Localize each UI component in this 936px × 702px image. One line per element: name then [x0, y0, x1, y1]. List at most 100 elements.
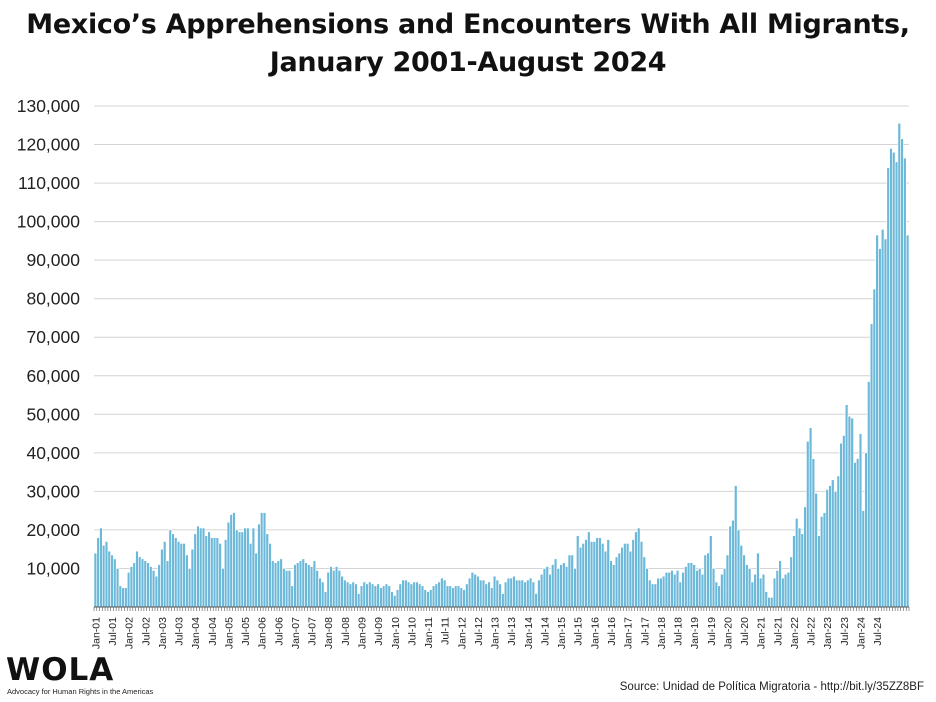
x-tick-label: Jan-17 — [623, 617, 635, 649]
bar — [454, 585, 458, 608]
bar — [637, 527, 641, 608]
bar — [786, 572, 791, 608]
bar — [210, 537, 214, 608]
bar — [199, 527, 203, 608]
bar — [698, 568, 702, 608]
bar — [526, 579, 530, 608]
bar — [800, 533, 804, 608]
x-tick-label: Jul-07 — [307, 617, 319, 646]
bar — [731, 519, 735, 608]
bar — [395, 589, 400, 608]
bar — [260, 512, 264, 608]
x-tick-label: Jan-24 — [855, 617, 867, 649]
x-tick-label: Jan-12 — [456, 617, 468, 649]
x-tick-label: Jul-12 — [473, 617, 485, 646]
bar — [670, 570, 674, 608]
bar — [479, 579, 483, 608]
bar — [459, 587, 463, 608]
x-tick-label: Jul-13 — [506, 617, 518, 646]
bar — [376, 583, 380, 608]
bar — [262, 512, 267, 608]
bar — [138, 556, 142, 608]
bar — [165, 560, 170, 608]
bar — [789, 556, 793, 608]
x-tick-label: Jan-13 — [490, 617, 502, 649]
x-tick-label: Jul-10 — [406, 617, 418, 646]
bar — [323, 591, 328, 608]
x-axis: Jan-01 Jul-01 Jan-02 Jul-02 Jan-03 Jul-03 Jan-… — [90, 606, 910, 649]
bar — [129, 566, 134, 608]
bar — [703, 554, 707, 608]
bar — [886, 167, 890, 608]
bar — [559, 564, 563, 608]
bar — [140, 558, 145, 608]
y-axis: 10,000 20,000 30,000 40,000 50,000 60,000 70,0… — [17, 96, 81, 578]
y-tick-label: 20,000 — [26, 520, 80, 540]
x-tick-label: Jan-19 — [689, 617, 701, 649]
bar — [839, 442, 843, 608]
x-tick-label: Jan-11 — [423, 617, 435, 648]
x-tick-label: Jan-03 — [157, 617, 169, 649]
bar — [853, 462, 857, 608]
bar — [398, 583, 402, 608]
bar — [412, 581, 416, 608]
bar — [734, 485, 738, 608]
bar — [620, 546, 624, 608]
bar — [642, 556, 646, 608]
bar — [778, 560, 782, 608]
bar — [836, 475, 840, 608]
bar — [146, 562, 150, 608]
bar — [614, 556, 619, 608]
bar — [381, 585, 386, 608]
x-tick-label: Jan-09 — [357, 617, 369, 649]
y-tick-label: 70,000 — [26, 327, 80, 347]
x-tick-label: Jan-18 — [656, 617, 668, 649]
bar — [639, 541, 644, 608]
bar — [442, 579, 447, 608]
bar — [686, 562, 691, 608]
bar — [473, 573, 477, 608]
bar — [867, 381, 871, 608]
bar — [357, 593, 361, 608]
bar — [290, 585, 294, 608]
bar — [506, 577, 511, 608]
bar — [420, 585, 425, 608]
bar — [362, 581, 366, 608]
bar — [747, 568, 752, 608]
bar — [692, 564, 696, 608]
bar — [132, 562, 136, 608]
bar — [764, 591, 768, 608]
bar — [540, 573, 544, 608]
bar — [806, 440, 810, 608]
bar — [171, 533, 175, 608]
bar — [340, 575, 344, 608]
y-tick-label: 50,000 — [26, 404, 80, 424]
bar — [462, 589, 466, 608]
bar — [573, 568, 577, 608]
y-tick-label: 10,000 — [26, 558, 80, 578]
bar — [365, 583, 369, 608]
bar — [351, 581, 355, 608]
bar — [623, 543, 627, 608]
bar — [653, 583, 658, 608]
x-tick-label: Jul-23 — [839, 617, 851, 646]
bar — [767, 597, 771, 608]
bar — [581, 543, 585, 608]
x-tick-label: Jan-23 — [822, 617, 834, 649]
bar — [113, 558, 117, 608]
bar — [684, 566, 688, 608]
bar — [429, 589, 433, 608]
bar — [196, 525, 200, 608]
logo-tagline: Advocacy for Human Rights in the America… — [7, 687, 154, 696]
bar — [232, 512, 236, 608]
bar — [187, 568, 192, 608]
bar — [625, 543, 630, 608]
bar — [326, 572, 330, 608]
bar — [160, 548, 164, 608]
bar — [567, 554, 572, 608]
bar — [235, 529, 239, 608]
bar — [467, 577, 472, 608]
bar — [878, 248, 882, 608]
bar — [664, 572, 669, 608]
y-tick-label: 30,000 — [26, 481, 80, 501]
